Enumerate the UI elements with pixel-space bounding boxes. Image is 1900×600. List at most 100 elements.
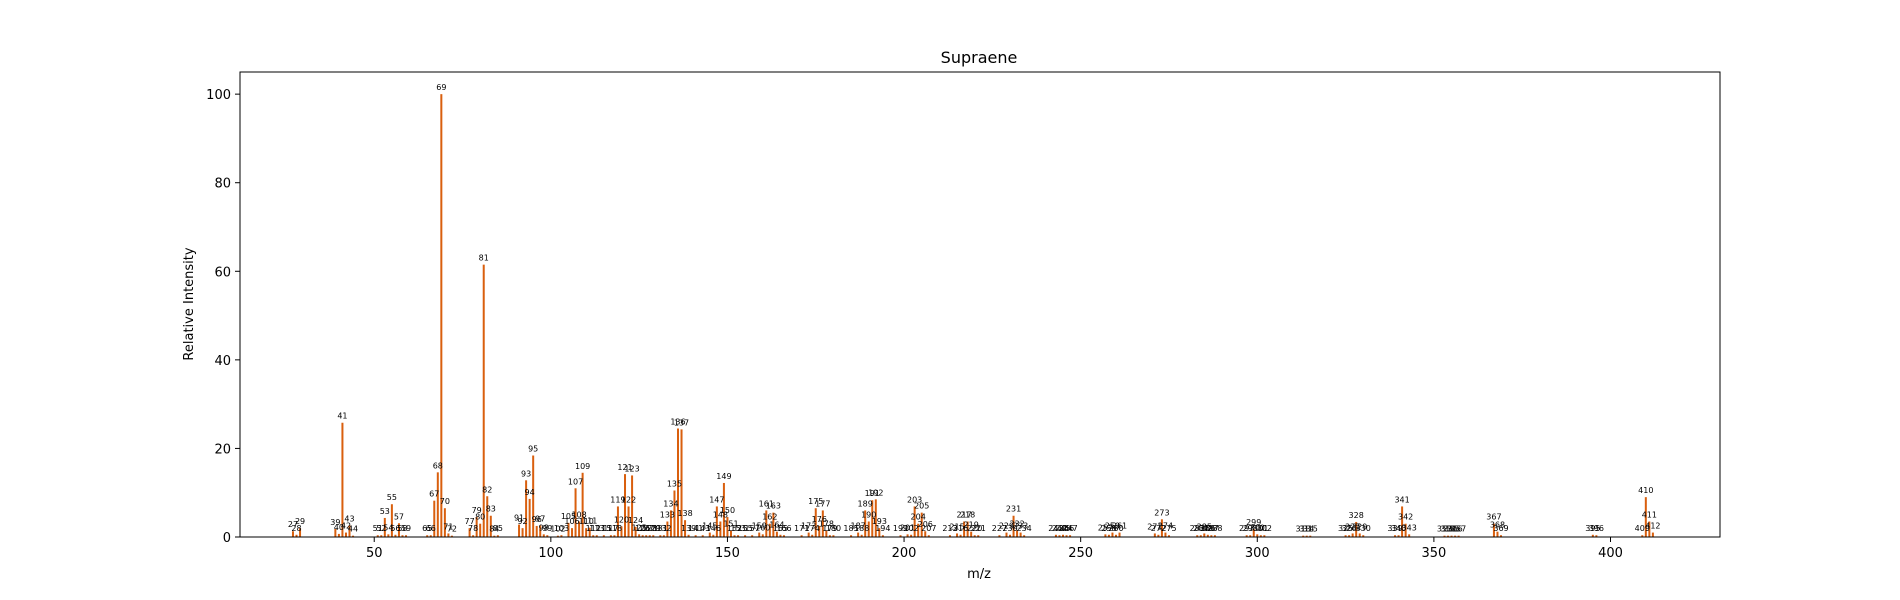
peak-bar-340 (1397, 535, 1400, 537)
peak-label-150: 150 (720, 506, 735, 515)
peak-label-66: 66 (426, 524, 436, 533)
peak-label-53: 53 (380, 507, 390, 516)
peak-bar-96 (535, 525, 538, 537)
peak-label-369: 369 (1493, 524, 1508, 533)
peak-bar-193 (878, 528, 881, 537)
peak-label-96: 96 (532, 515, 542, 524)
peak-label-52: 52 (376, 524, 386, 533)
peak-label-353: 353 (1437, 525, 1452, 534)
peak-label-41: 41 (337, 412, 347, 421)
peak-bars (291, 94, 1654, 538)
peak-label-285: 285 (1197, 522, 1212, 531)
peak-bar-82 (486, 496, 489, 537)
peak-bar-217 (963, 521, 966, 537)
x-tick-label: 150 (715, 546, 740, 561)
peak-label-152: 152 (727, 524, 742, 533)
peak-label-68: 68 (433, 461, 443, 470)
peak-label-40: 40 (334, 523, 344, 532)
peak-label-246: 246 (1059, 524, 1074, 533)
peak-label-55: 55 (387, 493, 397, 502)
peak-bar-173 (807, 532, 810, 537)
peak-label-227: 227 (992, 524, 1007, 533)
peak-label-149: 149 (716, 472, 731, 481)
peak-label-93: 93 (521, 469, 531, 478)
peak-bar-113 (595, 535, 598, 537)
peak-label-297: 297 (1239, 524, 1254, 533)
peak-bar-136 (676, 428, 679, 537)
peak-label-201: 201 (900, 523, 915, 532)
peak-bar-117 (609, 535, 612, 537)
peak-label-151: 151 (723, 519, 738, 528)
peak-bar-84 (493, 535, 496, 537)
peak-label-176: 176 (812, 515, 827, 524)
peak-bar-94 (528, 498, 531, 537)
peak-label-111: 111 (582, 517, 597, 526)
peak-bar-69 (440, 94, 443, 538)
peak-bar-231 (1012, 515, 1015, 537)
peak-label-115: 115 (596, 524, 611, 533)
peak-bar-203 (913, 506, 916, 537)
peak-label-137: 137 (674, 418, 689, 427)
peak-bar-71 (447, 533, 450, 537)
peak-bar-122 (627, 506, 630, 537)
peak-bar-132 (662, 535, 665, 537)
peak-bar-274 (1164, 532, 1167, 537)
peak-label-136: 136 (670, 418, 685, 427)
peak-bar-275 (1167, 535, 1170, 537)
peak-label-207: 207 (921, 524, 936, 533)
peak-label-54: 54 (383, 523, 393, 532)
peak-label-258: 258 (1101, 524, 1116, 533)
peak-label-288: 288 (1207, 524, 1222, 533)
peak-bar-55 (390, 504, 393, 537)
peak-bar-246 (1065, 535, 1068, 537)
peak-bar-410 (1644, 497, 1647, 537)
peak-bar-153 (737, 535, 740, 537)
peak-label-194: 194 (875, 524, 890, 533)
peak-label-356: 356 (1447, 525, 1462, 534)
peak-bar-315 (1309, 535, 1312, 537)
peak-bar-218 (966, 521, 969, 537)
peak-bar-271 (1153, 533, 1156, 537)
peak-label-298: 298 (1243, 524, 1258, 533)
peak-bar-53 (383, 517, 386, 537)
peak-label-315: 315 (1303, 525, 1318, 534)
peak-bar-201 (906, 534, 909, 537)
peak-label-162: 162 (762, 513, 777, 522)
peak-label-157: 157 (745, 524, 760, 533)
peak-bar-72 (450, 535, 453, 537)
y-tick-label: 80 (214, 177, 231, 192)
peak-bar-230 (1009, 534, 1012, 537)
peak-bar-67 (433, 500, 436, 537)
peak-bar-313 (1302, 535, 1305, 537)
peak-label-271: 271 (1147, 522, 1162, 531)
peak-label-261: 261 (1112, 522, 1127, 531)
peak-label-83: 83 (486, 505, 496, 514)
peak-bar-261 (1118, 532, 1121, 537)
peak-label-77: 77 (465, 517, 475, 526)
peak-bar-115 (602, 535, 605, 537)
peak-bar-57 (397, 523, 400, 537)
x-tick-label: 350 (1421, 546, 1446, 561)
peak-bar-409 (1641, 535, 1644, 537)
peak-label-326: 326 (1341, 524, 1356, 533)
peak-label-82: 82 (482, 485, 492, 494)
peak-bar-177 (821, 510, 824, 537)
peak-label-69: 69 (436, 83, 446, 92)
peak-bar-229 (1005, 532, 1008, 537)
peak-label-91: 91 (514, 514, 524, 523)
peak-bar-138 (684, 520, 687, 537)
peak-label-109: 109 (575, 462, 590, 471)
peak-label-357: 357 (1451, 525, 1466, 534)
peak-label-218: 218 (960, 511, 975, 520)
peak-bar-288 (1213, 535, 1216, 537)
peak-bar-128 (648, 535, 651, 537)
peak-label-274: 274 (1158, 522, 1173, 531)
peak-bar-139 (687, 534, 690, 537)
peak-label-283: 283 (1190, 524, 1205, 533)
peak-bar-131 (659, 535, 662, 537)
peak-label-106: 106 (564, 517, 579, 526)
peak-bar-78 (472, 535, 475, 537)
peak-bar-102 (556, 535, 559, 537)
peak-bar-92 (521, 528, 524, 537)
peak-bar-66 (429, 535, 432, 537)
